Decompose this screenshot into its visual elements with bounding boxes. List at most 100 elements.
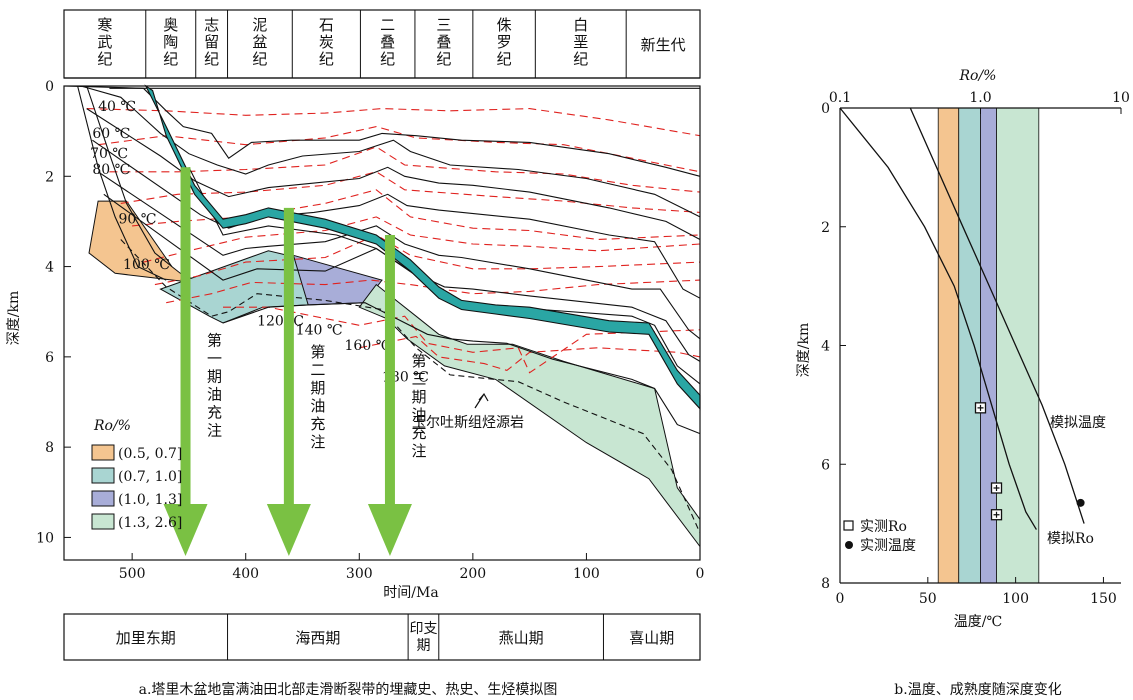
top-tick-label-b-10: 10: [1112, 90, 1130, 106]
ro-band-1: [958, 108, 981, 583]
x-tick-label-a-200: 200: [459, 566, 486, 582]
burial-horizon-6: [103, 193, 701, 362]
top-tick-label-b-0.1: 0.1: [829, 90, 851, 106]
isotherm-4: [132, 189, 701, 241]
measured-ro-cross-0: [977, 404, 984, 411]
charging-label-2: 第二期油充注: [310, 343, 325, 451]
x-tick-label-a-300: 300: [346, 566, 373, 582]
source-rock-annotation: 玉尔吐斯组烃源岩: [412, 415, 524, 431]
x-axis-title-b: 温度/℃: [954, 614, 1002, 630]
legend-swatch-0: [91, 444, 115, 461]
charging-label-3: 第三期油充注: [411, 352, 426, 460]
plot-frame-a: [63, 85, 701, 561]
isotherm-3: [120, 171, 701, 213]
series-label-ro: 模拟Ro: [1047, 531, 1094, 547]
isotherm-label-3: 80 ℃: [92, 162, 130, 178]
measured-ro-cross-2: [993, 511, 1000, 518]
subtitle-a: a.塔里木盆地富满油田北部走滑断裂带的埋藏史、热史、生烃模拟图: [139, 681, 558, 698]
y-tick-label-b-2: 2: [821, 220, 830, 236]
isotherm-label-0: 40 ℃: [98, 99, 136, 115]
y-tick-label-a-4: 4: [45, 260, 54, 276]
legend-swatch-3: [91, 513, 115, 530]
x-tick-label-a-500: 500: [119, 566, 146, 582]
legend-ro-label: 实测Ro: [860, 519, 907, 535]
legend-temp-label: 实测温度: [860, 538, 916, 554]
isotherm-label-2: 70 ℃: [90, 146, 128, 162]
period-label-7: 侏罗纪: [497, 16, 512, 68]
charging-label-1: 第一期油充注: [207, 332, 222, 440]
legend-swatch-2: [91, 490, 115, 507]
x-tick-label-b-100: 100: [1002, 591, 1029, 607]
y-tick-label-b-0: 0: [821, 101, 830, 117]
isotherm-1: [98, 126, 701, 173]
isotherm-0: [86, 108, 701, 137]
y-tick-label-b-8: 8: [821, 576, 830, 592]
period-band-frame: [63, 9, 701, 79]
charging-arrow-head-1: [163, 504, 208, 556]
orogeny-label-1: 海西期: [295, 629, 340, 647]
top-tick-label-b-1.0: 1.0: [969, 90, 991, 106]
y-tick-label-b-4: 4: [821, 339, 830, 355]
charging-arrow-head-2: [266, 504, 311, 556]
burial-horizon-5: [97, 171, 701, 340]
isotherm-9: [359, 335, 701, 372]
series-label-temp: 模拟温度: [1050, 415, 1106, 431]
top-axis-title-b: Ro/%: [959, 68, 997, 84]
x-tick-label-a-100: 100: [573, 566, 600, 582]
isotherm-label-7: 140 ℃: [296, 322, 343, 338]
y-tick-label-b-6: 6: [821, 457, 830, 473]
series-sim-temperature: [909, 107, 1085, 524]
legend-temp-marker: [845, 541, 853, 549]
x-tick-label-b-150: 150: [1090, 591, 1117, 607]
period-label-9: 新生代: [641, 36, 686, 54]
period-label-6: 三叠纪: [436, 16, 451, 68]
legend-ro-marker: [843, 520, 854, 531]
legend-label-0: (0.5, 0.7]: [118, 446, 182, 462]
y-tick-label-a-6: 6: [45, 350, 54, 366]
isotherm-8: [223, 306, 701, 374]
period-label-4: 石炭纪: [319, 16, 334, 68]
subtitle-b: b.温度、成熟度随深度变化: [894, 682, 1061, 698]
measured-ro-cross-1: [993, 485, 1000, 491]
legend-label-3: (1.3, 2.6]: [118, 515, 182, 531]
ro-band-0: [938, 108, 959, 583]
isotherm-label-4: 90 ℃: [119, 212, 157, 228]
measured-temp-point-0: [1076, 498, 1085, 507]
period-label-1: 奥陶纪: [163, 16, 178, 68]
period-label-8: 白垩纪: [573, 16, 588, 68]
orogeny-label-2: 印支期: [409, 621, 437, 654]
charging-arrow-head-3: [367, 504, 412, 556]
x-axis-title: 时间/Ma: [383, 585, 438, 601]
x-tick-label-a-0: 0: [696, 566, 705, 582]
ro-band-3: [996, 108, 1039, 583]
y-tick-label-a-10: 10: [36, 530, 54, 546]
orogeny-label-0: 加里东期: [116, 629, 176, 647]
x-tick-label-b-0: 0: [836, 591, 845, 607]
burial-history-chart: 寒武纪 奥陶纪 志留纪 泥盆纪 石炭纪 二叠纪 三叠纪 侏罗纪 白垩纪 新生代 0 2 4 6 8 10 50…: [6, 9, 705, 698]
orogeny-label-3: 燕山期: [499, 629, 544, 647]
isotherm-2: [109, 146, 701, 193]
period-label-0: 寒武纪: [97, 16, 112, 68]
y-tick-label-a-0: 0: [45, 79, 54, 95]
cambrian-horizon-0: [86, 85, 173, 268]
series-sim-ro: [839, 107, 1037, 530]
ro-band-2: [980, 108, 997, 583]
burial-horizon-1: [63, 85, 701, 177]
y-tick-label-a-8: 8: [45, 440, 54, 456]
y-axis-title-b: 深度/km: [796, 323, 812, 377]
legend-label-1: (0.7, 1.0]: [118, 469, 182, 485]
isotherm-label-8: 160 ℃: [345, 338, 392, 354]
isotherm-label-5: 100 ℃: [123, 257, 170, 273]
x-tick-label-a-400: 400: [232, 566, 259, 582]
y-tick-label-a-2: 2: [45, 169, 54, 185]
source-rock-pointer: [474, 392, 489, 409]
basement-dashed: [120, 239, 701, 534]
legend-swatch-1: [91, 467, 115, 484]
legend-title: Ro/%: [93, 418, 131, 434]
cambrian-horizon-1: [77, 85, 167, 281]
y-axis-title: 深度/km: [6, 291, 22, 345]
period-label-5: 二叠纪: [380, 16, 395, 68]
period-label-2: 志留纪: [204, 16, 219, 68]
